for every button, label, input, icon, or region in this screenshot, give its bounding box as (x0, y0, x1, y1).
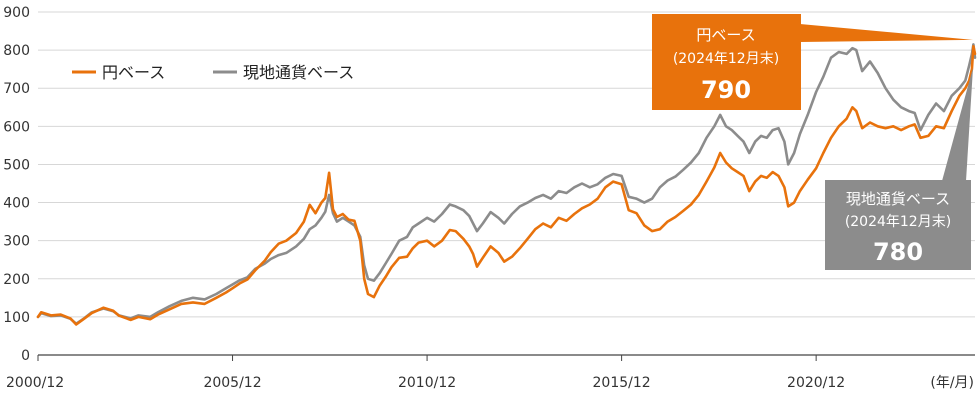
y-tick-label: 400 (3, 196, 30, 212)
y-tick-label: 600 (3, 119, 30, 135)
callout-yen-value: 790 (701, 76, 751, 104)
callout-yen-pointer (800, 24, 973, 42)
gridlines (38, 11, 975, 356)
callout-yen-title: 円ベース (696, 26, 755, 44)
y-axis: 0 100 200 300 400 500 600 700 800 900 (3, 5, 30, 364)
y-tick-label: 300 (3, 234, 30, 250)
series-lines (36, 43, 977, 326)
callout-local-pointer (942, 67, 973, 181)
y-tick-label: 200 (3, 272, 30, 288)
x-tick-label: 2010/12 (398, 375, 456, 391)
legend-label-local: 現地通貨ベース (243, 63, 354, 82)
x-tick-label: 2005/12 (203, 375, 261, 391)
y-tick-label: 700 (3, 81, 30, 97)
legend-label-yen: 円ベース (102, 63, 165, 82)
x-tick-label: 2015/12 (593, 375, 651, 391)
callout-local-title: 現地通貨ベース (846, 190, 950, 208)
x-axis: 2000/12 2005/12 2010/12 2015/12 2020/12 (年/月) (6, 355, 974, 391)
callout-local-date: (2024年12月末) (845, 214, 951, 230)
y-tick-label: 100 (3, 310, 30, 326)
callout-yen-box (652, 14, 801, 110)
x-unit-label: (年/月) (930, 375, 974, 391)
x-tick-label: 2020/12 (787, 375, 845, 391)
callouts: 円ベース (2024年12月末) 790 現地通貨ベース (2024年12月末)… (652, 14, 973, 270)
series-line-yen (36, 45, 977, 326)
legend: 円ベース 現地通貨ベース (72, 63, 354, 82)
y-tick-label: 0 (21, 348, 30, 364)
y-tick-label: 500 (3, 157, 30, 173)
series-line-local (36, 43, 977, 325)
callout-yen-date: (2024年12月末) (673, 51, 779, 67)
callout-local-box (825, 180, 971, 270)
y-tick-label: 800 (3, 43, 30, 59)
x-tick-label: 2000/12 (6, 375, 64, 391)
callout-local-value: 780 (873, 238, 923, 266)
y-tick-label: 900 (3, 5, 30, 21)
